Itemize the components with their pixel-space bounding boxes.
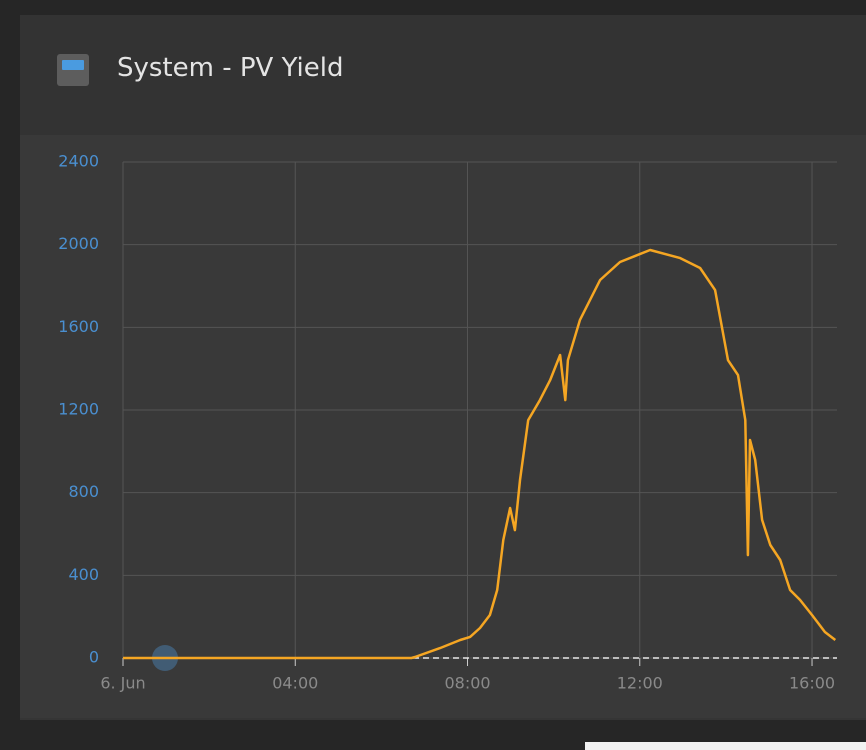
- y-tick-label: 2400: [58, 152, 99, 171]
- y-tick-label: 1600: [58, 317, 99, 336]
- device-icon: [57, 54, 89, 86]
- widget-title: System - PV Yield: [117, 53, 344, 83]
- icon-screen: [62, 60, 84, 70]
- x-tick-label: 08:00: [444, 674, 490, 693]
- y-tick-label: 2000: [58, 234, 99, 253]
- x-tick-label: 16:00: [789, 674, 835, 693]
- x-tick-label: 12:00: [617, 674, 663, 693]
- y-tick-label: 0: [89, 648, 99, 667]
- bottom-strip: [585, 742, 866, 750]
- x-tick-label: 6. Jun: [100, 674, 145, 693]
- y-tick-label: 400: [68, 565, 99, 584]
- y-tick-label: 800: [68, 482, 99, 501]
- y-tick-label: 1200: [58, 400, 99, 419]
- plot-background: [20, 135, 866, 718]
- series-line: [123, 248, 837, 660]
- x-tick-label: 04:00: [272, 674, 318, 693]
- widget-header: System - PV Yield: [20, 15, 866, 135]
